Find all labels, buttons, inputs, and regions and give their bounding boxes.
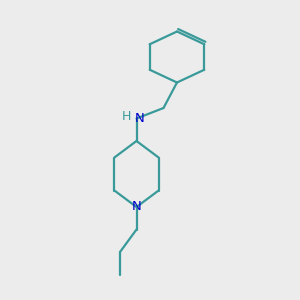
- Text: N: N: [132, 200, 141, 214]
- Text: N: N: [135, 112, 145, 125]
- Text: H: H: [122, 110, 132, 123]
